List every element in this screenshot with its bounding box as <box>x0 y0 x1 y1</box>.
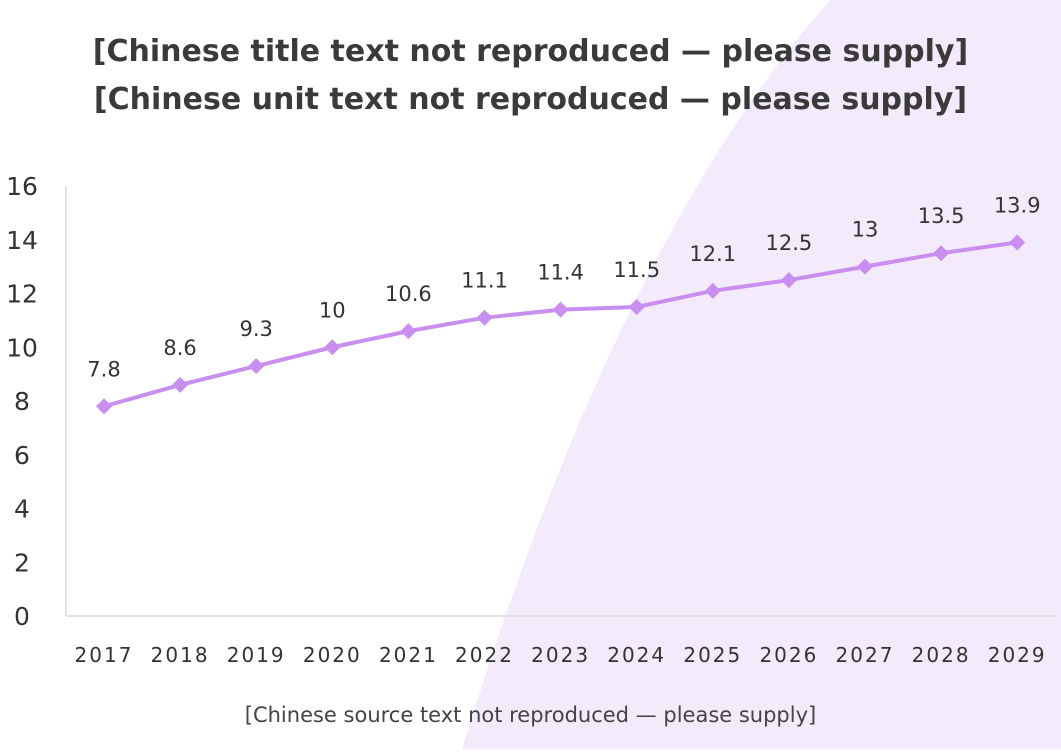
y-tick-label: 14 <box>6 226 38 255</box>
data-label: 10 <box>319 298 346 322</box>
x-tick-label: 2017 <box>75 643 134 667</box>
decorative-background-shape <box>462 0 1061 749</box>
data-point-marker <box>324 339 341 356</box>
x-tick-label: 2024 <box>607 643 666 667</box>
y-tick-label: 12 <box>6 280 38 309</box>
data-label: 11.5 <box>613 258 660 282</box>
data-label: 12.1 <box>689 242 736 266</box>
x-tick-label: 2023 <box>531 643 590 667</box>
x-tick-label: 2018 <box>151 643 210 667</box>
data-label: 8.6 <box>163 336 196 360</box>
x-tick-label: 2027 <box>836 643 895 667</box>
chart-title: [Chinese title text not reproduced — ple… <box>92 34 969 69</box>
y-tick-label: 16 <box>6 172 38 201</box>
data-point-marker <box>552 301 569 318</box>
data-label: 13.9 <box>994 193 1041 217</box>
data-point-marker <box>628 298 645 315</box>
y-tick-label: 8 <box>14 387 30 416</box>
data-label: 9.3 <box>239 317 272 341</box>
x-tick-label: 2026 <box>759 643 818 667</box>
data-point-marker <box>400 323 417 340</box>
data-label: 11.1 <box>461 269 508 293</box>
data-point-marker <box>172 376 189 393</box>
y-axis-ticks: 0 2 4 6 8 10 12 14 16 <box>6 172 38 631</box>
x-axis-ticks: 2017 2018 2019 2020 2021 2022 2023 2024 2025 2026… <box>75 643 1047 667</box>
x-tick-label: 2025 <box>683 643 742 667</box>
data-point-marker <box>248 358 265 375</box>
data-point-marker <box>1009 234 1026 251</box>
data-point-marker <box>96 398 112 415</box>
data-label: 12.5 <box>766 231 813 255</box>
chart-axes <box>65 186 1055 617</box>
data-source: [Chinese source text not reproduced — pl… <box>244 703 817 727</box>
x-tick-label: 2019 <box>227 643 286 667</box>
series-markers <box>96 234 1026 415</box>
x-tick-label: 2022 <box>455 643 514 667</box>
x-tick-label: 2020 <box>303 643 362 667</box>
x-tick-label: 2028 <box>912 643 971 667</box>
data-point-marker <box>857 258 873 275</box>
x-tick-label: 2029 <box>988 643 1047 667</box>
y-tick-label: 2 <box>14 548 30 577</box>
y-tick-label: 0 <box>14 602 30 631</box>
chart-subtitle-unit: [Chinese unit text not reproduced — plea… <box>93 82 968 117</box>
data-point-marker <box>704 282 721 299</box>
data-labels: 7.8 8.6 9.3 10 10.6 11.1 11.4 11.5 12.1 12.5 13 13.… <box>87 193 1040 381</box>
data-label: 11.4 <box>537 261 584 285</box>
data-label: 7.8 <box>87 357 120 381</box>
data-point-marker <box>933 245 950 262</box>
x-tick-label: 2021 <box>379 643 438 667</box>
y-tick-label: 4 <box>14 495 30 524</box>
y-tick-label: 10 <box>6 333 38 362</box>
data-point-marker <box>476 309 493 326</box>
data-label: 13 <box>852 218 879 242</box>
data-point-marker <box>780 272 797 289</box>
y-tick-label: 6 <box>14 441 30 470</box>
data-label: 13.5 <box>918 204 965 228</box>
data-label: 10.6 <box>385 282 432 306</box>
